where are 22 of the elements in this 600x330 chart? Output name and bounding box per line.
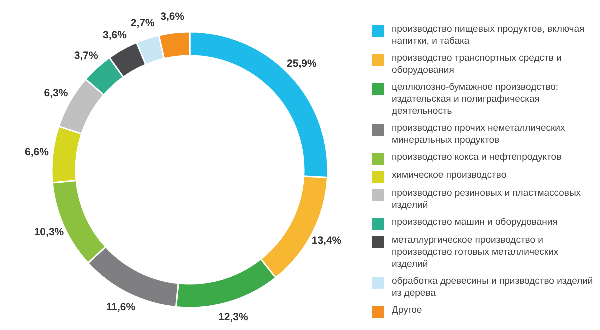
legend-label: целлюлозно-бумажное производство; издательская и полиграфическая деятельность	[392, 82, 560, 118]
legend-label: производство транспортных средств и оборудования	[392, 53, 563, 77]
legend-label: производство резиновых и пластмассовых изделий	[392, 188, 582, 212]
data-label: 13,4%	[312, 234, 342, 247]
legend-label: химическое производство	[392, 170, 507, 182]
legend-label: производство кокса и нефтепродуктов	[392, 152, 562, 164]
data-label: 3,6%	[160, 10, 186, 23]
data-label: 2,7%	[130, 17, 156, 30]
data-label: 25,9%	[287, 58, 318, 70]
legend-label: обработка древесины и призводство изделий из дерева	[392, 276, 594, 300]
data-label: 3,7%	[74, 50, 99, 62]
data-label: 6,3%	[44, 88, 69, 100]
data-label: 12,3%	[218, 312, 249, 324]
legend-label: производство машин и оборудования	[392, 217, 558, 229]
data-label: 3,6%	[102, 30, 128, 42]
legend-label: металлургическое производство и производство готовых металлических изделий	[392, 235, 560, 271]
data-label: 10,3%	[34, 226, 65, 238]
data-label: 6,6%	[25, 146, 50, 159]
data-label: 11,6%	[106, 302, 136, 314]
legend-label: производство прочих неметаллических минеральных продуктов	[392, 123, 566, 147]
legend-label: производство пищевых продуктов, включая напитки, и табака	[392, 24, 586, 48]
legend-label: Другое	[392, 305, 422, 317]
